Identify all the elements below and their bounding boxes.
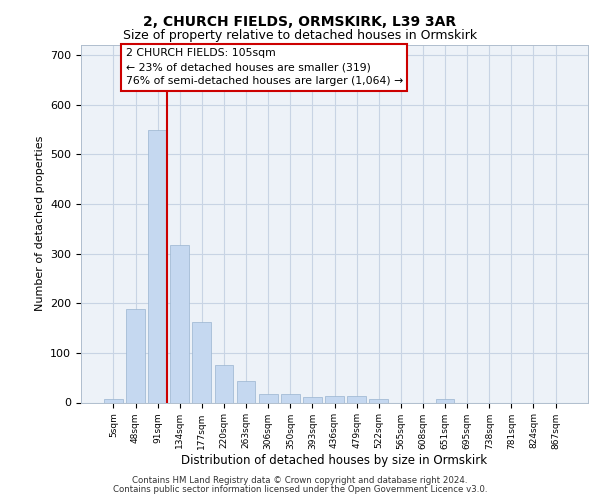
- Text: Contains HM Land Registry data © Crown copyright and database right 2024.: Contains HM Land Registry data © Crown c…: [132, 476, 468, 485]
- X-axis label: Distribution of detached houses by size in Ormskirk: Distribution of detached houses by size …: [181, 454, 488, 467]
- Bar: [281, 394, 299, 402]
- Text: 2 CHURCH FIELDS: 105sqm
← 23% of detached houses are smaller (319)
76% of semi-d: 2 CHURCH FIELDS: 105sqm ← 23% of detache…: [125, 48, 403, 86]
- Bar: [148, 130, 167, 402]
- Y-axis label: Number of detached properties: Number of detached properties: [35, 136, 44, 312]
- Bar: [370, 398, 388, 402]
- Bar: [170, 245, 189, 402]
- Text: 2, CHURCH FIELDS, ORMSKIRK, L39 3AR: 2, CHURCH FIELDS, ORMSKIRK, L39 3AR: [143, 15, 457, 29]
- Bar: [104, 398, 123, 402]
- Bar: [215, 366, 233, 403]
- Text: Contains public sector information licensed under the Open Government Licence v3: Contains public sector information licen…: [113, 485, 487, 494]
- Bar: [347, 396, 366, 402]
- Text: Size of property relative to detached houses in Ormskirk: Size of property relative to detached ho…: [123, 29, 477, 42]
- Bar: [126, 309, 145, 402]
- Bar: [436, 399, 454, 402]
- Bar: [236, 380, 256, 402]
- Bar: [259, 394, 278, 402]
- Bar: [325, 396, 344, 402]
- Bar: [193, 322, 211, 402]
- Bar: [303, 397, 322, 402]
